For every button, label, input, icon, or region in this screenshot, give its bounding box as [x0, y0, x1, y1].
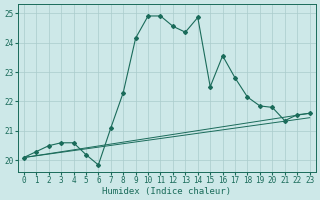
X-axis label: Humidex (Indice chaleur): Humidex (Indice chaleur) — [102, 187, 231, 196]
